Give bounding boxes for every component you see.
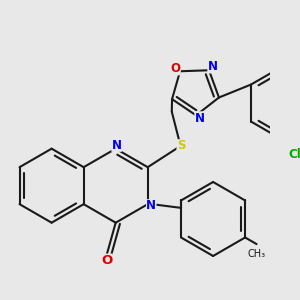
Text: N: N (195, 112, 205, 124)
Text: S: S (177, 140, 185, 152)
Text: O: O (101, 254, 112, 267)
Text: CH₃: CH₃ (248, 249, 266, 260)
Text: Cl: Cl (288, 148, 300, 161)
Text: N: N (208, 60, 218, 73)
Text: N: N (146, 200, 156, 212)
Text: N: N (112, 139, 122, 152)
Text: O: O (171, 62, 181, 75)
